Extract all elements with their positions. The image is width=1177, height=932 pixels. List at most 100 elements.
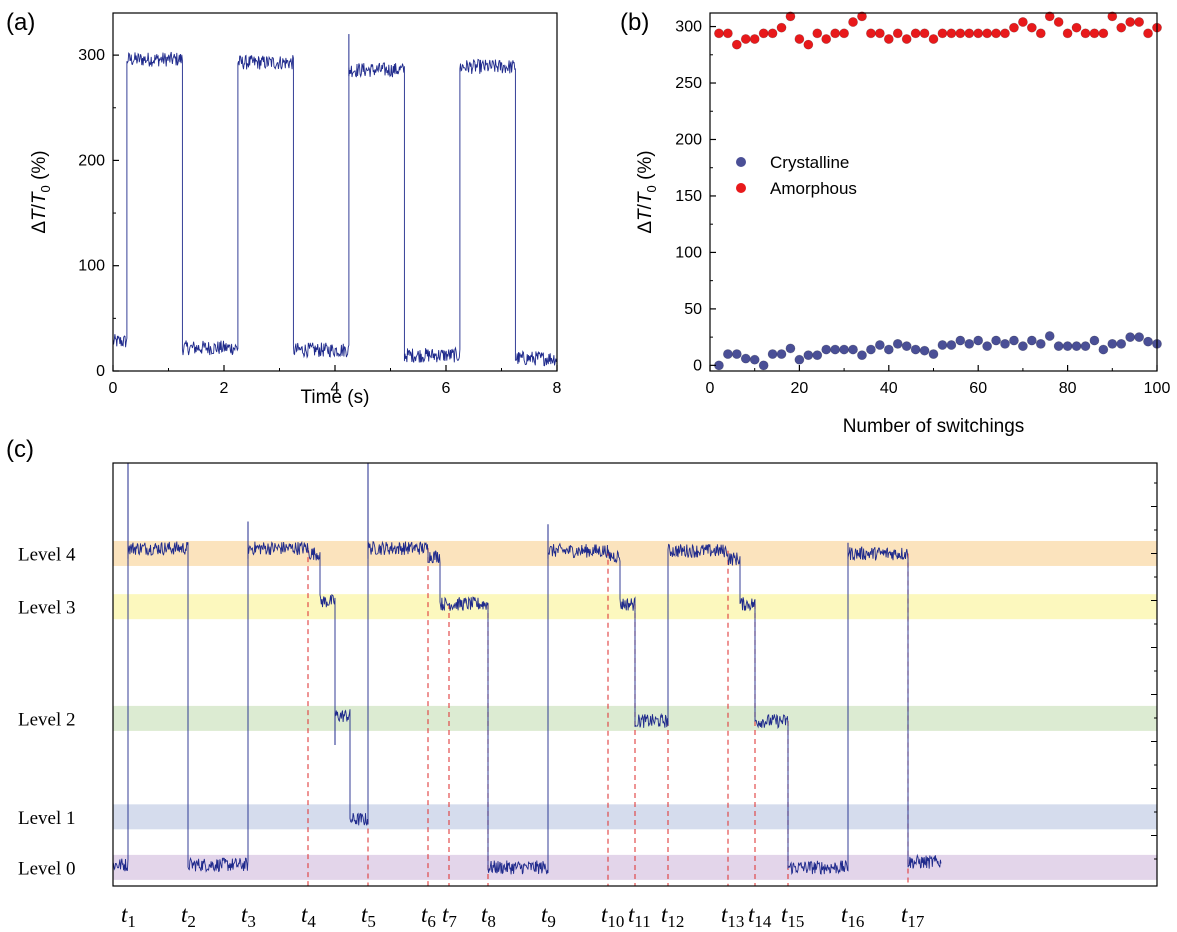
- amorphous-point: [839, 28, 849, 39]
- amorphous-point: [785, 11, 796, 22]
- level-label-2: Level 2: [18, 709, 76, 730]
- level-band-4: [113, 540, 1157, 566]
- crystalline-point: [749, 354, 760, 365]
- panel-c-time-labels: t1 t2 t3 t4 t5 t6 t7 t8 t9 t10 t11 t12 t13 t14 t15 t16 t…: [121, 902, 925, 931]
- time-label: t7: [442, 902, 457, 931]
- amorphous-point: [991, 28, 1001, 39]
- time-label: t3: [241, 902, 256, 931]
- amorphous-point: [1000, 28, 1010, 39]
- amorphous-point: [848, 17, 858, 27]
- amorphous-point: [1026, 22, 1037, 33]
- x-tick-label: 6: [442, 380, 451, 397]
- panel-a-ylabel: ΔT/T0 (%): [29, 150, 53, 233]
- amorphous-point: [910, 28, 921, 39]
- crystalline-point: [1089, 335, 1100, 346]
- x-tick-label: 60: [969, 380, 987, 397]
- amorphous-point: [1035, 28, 1046, 39]
- crystalline-point: [1026, 335, 1037, 346]
- crystalline-point: [883, 344, 894, 355]
- crystalline-point: [910, 344, 921, 355]
- amorphous-point: [1098, 28, 1109, 39]
- panel-a: (a) 0 2 4 6 8 0 100 200 300 Time (s) ΔT/T0 (%): [6, 9, 562, 408]
- crystalline-point: [812, 350, 823, 361]
- level-label-3: Level 3: [18, 598, 76, 619]
- amorphous-point: [749, 34, 760, 44]
- crystalline-point: [866, 344, 876, 355]
- y-tick-label: 50: [684, 301, 702, 318]
- crystalline-point: [901, 341, 912, 352]
- amorphous-point: [1062, 28, 1073, 39]
- time-label: t15: [781, 902, 804, 931]
- panel-b-xlabel: Number of switchings: [843, 416, 1025, 437]
- amorphous-point: [919, 28, 930, 39]
- crystalline-point: [1080, 341, 1091, 352]
- time-label: t9: [541, 902, 556, 931]
- x-tick-label: 8: [553, 380, 562, 397]
- x-tick-label: 20: [791, 380, 809, 397]
- amorphous-point: [1080, 28, 1091, 39]
- crystalline-point: [973, 335, 984, 346]
- crystalline-point: [1044, 331, 1055, 341]
- amorphous-point: [1125, 17, 1136, 27]
- amorphous-point: [731, 39, 742, 50]
- amorphous-point: [1107, 11, 1118, 22]
- y-tick-label: 100: [78, 258, 105, 275]
- panel-a-trace: [112, 34, 558, 367]
- time-label: t8: [481, 902, 496, 931]
- amorphous-point: [866, 28, 876, 39]
- crystalline-point: [1035, 338, 1046, 349]
- panel-a-xlabel: Time (s): [301, 387, 370, 408]
- trace-line: [112, 51, 558, 367]
- amorphous-point: [803, 39, 814, 50]
- y-tick-label: 0: [96, 363, 105, 380]
- crystalline-point: [839, 344, 849, 355]
- crystalline-point: [857, 350, 867, 361]
- crystalline-point: [830, 344, 841, 355]
- amorphous-point: [1071, 22, 1082, 33]
- crystalline-point: [740, 353, 751, 364]
- amorphous-point: [892, 28, 903, 39]
- crystalline-point: [1062, 341, 1073, 352]
- amorphous-point: [973, 28, 984, 39]
- level-band-1: [113, 804, 1157, 830]
- y-tick-label: 250: [675, 75, 702, 92]
- y-tick-label: 300: [675, 19, 702, 36]
- legend-label-crystalline: Crystalline: [770, 153, 849, 172]
- crystalline-point: [1000, 338, 1010, 349]
- crystalline-point: [919, 345, 930, 356]
- level-label-4: Level 4: [18, 544, 76, 565]
- crystalline-point: [1053, 341, 1064, 352]
- time-label: t16: [841, 902, 864, 931]
- time-label: t6: [421, 902, 436, 931]
- crystalline-point: [1098, 344, 1109, 355]
- panel-b-ylabel: ΔT/T0 (%): [635, 150, 659, 233]
- amorphous-point: [830, 28, 841, 39]
- amorphous-point: [1009, 22, 1019, 33]
- x-tick-label: 0: [109, 380, 118, 397]
- crystalline-point: [955, 335, 966, 346]
- amorphous-point: [794, 34, 805, 44]
- x-tick-label: 2: [220, 380, 229, 397]
- y-tick-label: 0: [693, 357, 702, 374]
- crystalline-point: [964, 338, 975, 349]
- amorphous-point: [714, 28, 724, 39]
- amorphous-point: [767, 28, 778, 39]
- time-label: t4: [301, 902, 316, 931]
- crystalline-point: [1134, 332, 1145, 343]
- amorphous-point: [928, 34, 939, 44]
- crystalline-point: [1071, 341, 1082, 352]
- crystalline-point: [1143, 336, 1153, 347]
- amorphous-point: [937, 28, 948, 39]
- crystalline-point: [892, 338, 903, 349]
- y-tick-label: 200: [78, 152, 105, 169]
- time-label: t5: [361, 902, 376, 931]
- panel-c-frame: [112, 462, 1158, 887]
- crystalline-point: [794, 354, 805, 365]
- crystalline-point: [758, 360, 769, 371]
- time-label: t13: [721, 902, 744, 931]
- time-label: t12: [661, 902, 684, 931]
- amorphous-point: [812, 28, 823, 39]
- legend-label-amorphous: Amorphous: [770, 179, 857, 198]
- amorphous-point: [776, 22, 787, 33]
